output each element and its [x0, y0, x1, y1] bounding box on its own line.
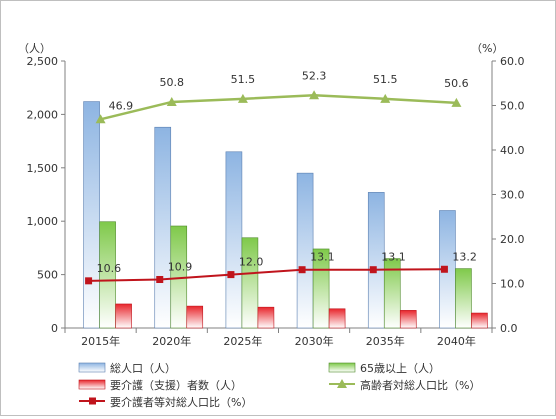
- series-point-4-3: [298, 266, 306, 274]
- y-left-tick-label: 500: [37, 269, 58, 282]
- y-right-tick-label: 40.0: [500, 144, 525, 157]
- legend-swatch-0: [78, 362, 106, 373]
- y-right-tick-label: 50.0: [500, 100, 525, 113]
- bar-0-1: [154, 126, 172, 329]
- plot-area: 0 500 1,000 1,500 2,000 2,500 0.0 10.0 20.0 30.0 4…: [27, 55, 525, 348]
- y-left-tick-label: 1,000: [27, 215, 59, 228]
- legend: 総人口（人） 65歳以上（人） 要介護（支援）者数（人） 高齢者対総人口比（%） 要介護…: [78, 361, 480, 409]
- y-right-tick-label: 10.0: [500, 278, 525, 291]
- data-label-4-5: 13.2: [452, 250, 477, 263]
- series-point-4-5: [440, 265, 448, 273]
- x-tick-label: 2030年: [295, 334, 334, 348]
- data-label-4-0: 10.6: [97, 262, 122, 275]
- data-label-3-2: 51.5: [231, 73, 256, 86]
- series-point-3-4: [380, 93, 391, 103]
- y-right-tick-label: 0.0: [500, 322, 518, 335]
- bar-2-0: [115, 303, 132, 329]
- series-point-3-5: [451, 97, 462, 107]
- data-label-4-2: 12.0: [239, 256, 264, 269]
- series-point-4-0: [85, 277, 93, 285]
- x-tick-label: 2025年: [223, 334, 262, 348]
- bar-2-4: [399, 310, 417, 329]
- series-point-3-1: [166, 96, 177, 106]
- series-line-4: [88, 268, 445, 282]
- x-tick-label: 2040年: [437, 334, 476, 348]
- bar-0-0: [83, 101, 100, 329]
- legend-label-0: 総人口（人）: [110, 361, 176, 375]
- data-label-3-5: 50.6: [444, 77, 469, 90]
- bar-1-4: [383, 258, 401, 329]
- y-left-tick-label: 2,000: [27, 108, 59, 121]
- bar-1-5: [455, 268, 472, 329]
- y-left-tick-label: 1,500: [27, 162, 59, 175]
- data-label-3-4: 51.5: [373, 73, 398, 86]
- x-tick-label: 2015年: [81, 334, 120, 348]
- legend-label-3: 高齢者対総人口比（%）: [360, 378, 480, 392]
- x-tick-label: 2035年: [366, 334, 405, 348]
- data-label-4-4: 13.1: [381, 251, 406, 264]
- right-axis-unit: （%）: [471, 42, 503, 55]
- legend-swatch-2: [78, 379, 106, 390]
- y-left-tick-label: 2,500: [27, 55, 59, 68]
- series-point-3-2: [237, 93, 248, 103]
- data-label-4-3: 13.1: [310, 251, 335, 264]
- data-label-3-3: 52.3: [302, 69, 327, 82]
- legend-marker-3: [337, 379, 347, 388]
- legend-label-4: 要介護者等対総人口比（%）: [110, 395, 252, 409]
- data-label-3-1: 50.8: [160, 76, 185, 89]
- series-point-4-2: [227, 271, 235, 279]
- y-right-tick-label: 30.0: [500, 189, 525, 202]
- series-point-3-0: [95, 114, 106, 124]
- legend-marker-4: [89, 397, 96, 405]
- bar-2-3: [328, 308, 346, 329]
- bar-2-1: [186, 305, 204, 329]
- bar-2-5: [471, 312, 488, 329]
- bar-0-2: [225, 151, 243, 329]
- bar-2-2: [257, 306, 275, 329]
- left-axis-unit: （人）: [18, 42, 51, 55]
- y-right-tick-label: 60.0: [500, 55, 525, 68]
- series-point-4-4: [369, 266, 377, 274]
- data-label-4-1: 10.9: [168, 260, 193, 273]
- y-right-tick-label: 20.0: [500, 233, 525, 246]
- y-left-tick-label: 0: [51, 322, 58, 335]
- data-label-3-0: 46.9: [109, 99, 134, 112]
- legend-swatch-1: [328, 362, 356, 373]
- series-point-4-1: [156, 275, 164, 283]
- bar-1-2: [241, 237, 259, 329]
- legend-label-2: 要介護（支援）者数（人）: [110, 378, 242, 392]
- x-tick-label: 2020年: [152, 334, 191, 348]
- series-line-3: [100, 94, 457, 121]
- series-point-3-3: [309, 90, 320, 100]
- legend-label-1: 65歳以上（人）: [360, 362, 440, 375]
- bar-1-0: [99, 221, 116, 329]
